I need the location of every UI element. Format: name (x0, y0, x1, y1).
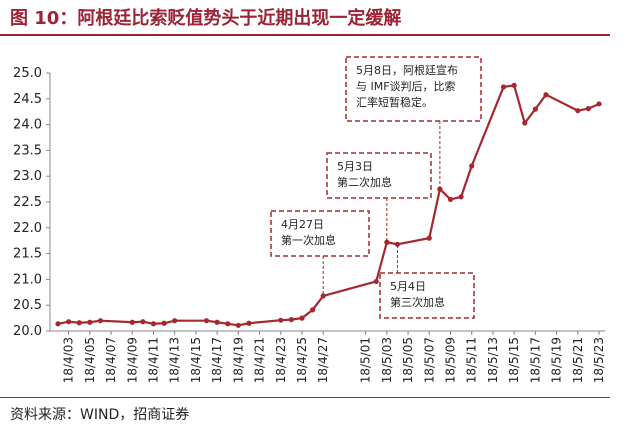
callout-text: 第三次加息 (390, 295, 445, 309)
callout-text: 4月27日 (281, 218, 324, 231)
y-tick-label: 22.0 (13, 221, 42, 236)
data-point (373, 278, 379, 285)
source-note: 资料来源：WIND，招商证券 (10, 407, 190, 423)
x-tick-label: 18/5/01 (359, 337, 373, 383)
y-tick-label: 23.0 (13, 169, 42, 184)
data-point (384, 239, 390, 245)
callout-text: 5月8日，阿根廷宣布 (356, 63, 458, 77)
data-point (532, 106, 538, 112)
data-point (511, 82, 517, 88)
data-point (76, 320, 82, 326)
data-point (575, 108, 581, 114)
callout-box (379, 272, 475, 319)
title-divider (0, 34, 610, 36)
x-tick-label: 18/5/17 (528, 337, 542, 383)
data-point (203, 318, 210, 324)
callout-box (345, 56, 482, 122)
y-tick-label: 20.5 (13, 298, 42, 313)
callout-text: 5月3日 (337, 160, 373, 173)
y-tick-label: 21.5 (13, 247, 42, 262)
data-point (235, 322, 241, 328)
data-point (596, 101, 602, 107)
callout-text: 5月4日 (390, 280, 426, 293)
data-point (543, 92, 549, 98)
y-tick-label: 22.5 (13, 195, 42, 210)
series-line (57, 84, 600, 327)
x-tick-label: 18/4/19 (231, 337, 245, 383)
data-point (97, 318, 104, 324)
x-tick-label: 18/5/05 (401, 337, 415, 383)
data-point (246, 320, 252, 326)
data-point (426, 235, 432, 241)
data-point (161, 320, 167, 326)
x-tick-label: 18/4/27 (316, 337, 330, 383)
data-point (140, 319, 146, 325)
data-point (437, 186, 443, 192)
x-tick-label: 18/4/05 (83, 337, 97, 383)
data-point (129, 319, 135, 325)
axes: 20.0 20.5 21.0 21.5 22.0 22.5 23.0 23.5 24.0 24.5… (13, 66, 606, 383)
data-point (458, 194, 464, 200)
data-point (522, 120, 528, 126)
series-layer (55, 82, 602, 328)
callout-box (326, 152, 432, 199)
x-tick-label: 18/5/03 (380, 337, 394, 383)
chart-title: 图 10：阿根廷比索贬值势头于近期出现一定缓解 (10, 8, 402, 29)
data-point (172, 318, 178, 324)
x-tick-label: 18/4/17 (210, 337, 224, 383)
x-tick-label: 18/5/11 (465, 337, 479, 383)
x-tick-label: 18/4/21 (253, 337, 267, 383)
data-point (320, 293, 326, 299)
x-tick-label: 18/5/09 (443, 337, 457, 383)
data-point (225, 321, 231, 327)
callout-box (270, 210, 370, 257)
data-point (214, 319, 220, 325)
data-point (278, 317, 284, 323)
callout-text: 与 IMF谈判后，比索 (356, 79, 456, 93)
y-tick-label: 20.0 (13, 324, 42, 339)
data-point (55, 321, 61, 327)
callout-text: 第一次加息 (281, 233, 336, 247)
data-point (150, 321, 157, 327)
x-tick-label: 18/5/21 (571, 337, 585, 383)
x-tick-label: 18/4/07 (104, 337, 118, 383)
data-point (500, 84, 507, 90)
x-tick-label: 18/4/25 (295, 337, 309, 383)
data-point (288, 317, 294, 323)
y-tick-label: 23.5 (13, 143, 42, 158)
footer-divider (0, 397, 610, 398)
y-tick-label: 24.0 (13, 118, 42, 133)
callout-text: 汇率短暂稳定。 (356, 95, 433, 109)
data-point (469, 163, 475, 169)
x-tick-label: 18/4/11 (146, 337, 160, 383)
callout-text: 第二次加息 (337, 175, 392, 189)
y-tick-label: 21.0 (13, 272, 42, 287)
x-tick-label: 18/4/13 (168, 337, 182, 383)
x-tick-label: 18/5/19 (550, 337, 564, 383)
x-tick-label: 18/4/23 (274, 337, 288, 383)
data-point (66, 319, 72, 325)
x-tick-label: 18/5/07 (422, 337, 436, 383)
y-tick-label: 25.0 (13, 66, 42, 81)
x-tick-label: 18/5/23 (592, 337, 606, 383)
x-tick-label: 18/5/13 (486, 337, 500, 383)
data-point (87, 319, 93, 325)
data-point (299, 315, 305, 321)
data-point (585, 106, 591, 112)
x-tick-label: 18/4/15 (189, 337, 203, 383)
x-tick-label: 18/4/09 (125, 337, 139, 383)
data-point (309, 307, 316, 313)
y-tick-label: 24.5 (13, 92, 42, 107)
data-point (394, 241, 401, 247)
data-point (447, 196, 454, 203)
x-tick-label: 18/4/03 (62, 337, 76, 383)
x-tick-label: 18/5/15 (507, 337, 521, 383)
